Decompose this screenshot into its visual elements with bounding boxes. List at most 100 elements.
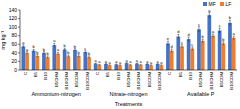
legend-label: MF: [209, 1, 216, 7]
significance-letter: b: [67, 50, 70, 55]
error-bar: [57, 52, 59, 55]
group-label: Available P: [187, 91, 215, 97]
significance-letter: b: [64, 43, 67, 48]
bar: [36, 56, 40, 70]
significance-letter: c: [181, 40, 183, 45]
significance-letter: a: [233, 31, 236, 36]
significance-letter: a: [208, 8, 211, 13]
significance-letter: a: [53, 38, 56, 43]
significance-letter: c: [198, 22, 200, 27]
significance-letter: a: [212, 29, 215, 34]
error-bar: [171, 49, 173, 52]
x-tick-label: B10: [43, 71, 48, 79]
significance-letter: a: [105, 59, 108, 64]
significance-letter: a: [57, 47, 60, 52]
error-bar: [74, 49, 76, 52]
bar: [94, 64, 98, 70]
bar: [87, 57, 91, 70]
significance-letter: a: [129, 59, 132, 64]
legend-swatch: [220, 2, 224, 6]
significance-letter: a: [109, 60, 112, 65]
bar: [211, 36, 215, 70]
significance-letter: a: [150, 60, 153, 65]
error-bar: [88, 56, 90, 59]
y-tick-label: 20: [11, 58, 17, 64]
y-tick-label: 40: [11, 50, 17, 56]
bar: [104, 64, 108, 70]
group-label: Nitrate-nitrogen: [110, 91, 148, 97]
significance-letter: b: [202, 34, 205, 39]
bar: [52, 45, 56, 70]
bar: [139, 65, 143, 70]
error-bar: [26, 52, 28, 55]
x-tick-label: B10CHM: [136, 72, 141, 90]
bar: [176, 37, 180, 70]
bar: [125, 63, 129, 70]
significance-letter: d: [188, 32, 190, 37]
significance-letter: e: [167, 36, 170, 41]
error-bar: [22, 45, 24, 48]
significance-letter: b: [33, 44, 36, 49]
bar: [98, 65, 102, 70]
bar: [108, 65, 112, 70]
bar: [160, 65, 164, 70]
x-tick-label: B5: [178, 71, 183, 77]
significance-letter: a: [140, 59, 143, 64]
significance-letter: b: [36, 50, 39, 55]
bar: [46, 57, 50, 70]
x-axis-title: Treatments: [115, 101, 143, 107]
bar: [67, 56, 71, 70]
bar: [83, 52, 87, 70]
bar: [191, 49, 195, 70]
x-tick-label: C: [95, 72, 100, 75]
x-tick-label: B5COM: [147, 72, 152, 88]
bar: [21, 46, 25, 70]
significance-letter: b: [88, 51, 91, 56]
x-tick-label: B10COM: [157, 72, 162, 90]
y-tick-label: 60: [11, 41, 17, 47]
error-bar: [181, 45, 183, 48]
significance-letter: a: [98, 59, 101, 64]
error-bar: [233, 36, 235, 39]
error-bar: [36, 55, 38, 58]
bar: [129, 65, 133, 70]
significance-letter: b: [78, 50, 81, 55]
bar: [228, 23, 232, 70]
y-tick-label: 120: [9, 15, 18, 21]
significance-letter: d: [171, 44, 173, 49]
y-tick-label: 140: [9, 7, 18, 13]
x-tick-label: B5COM: [74, 72, 79, 88]
bar: [222, 43, 226, 70]
bar: [63, 49, 67, 70]
error-bar: [222, 42, 224, 45]
significance-letter: b: [229, 15, 232, 20]
x-tick-label: B10CHM: [64, 72, 69, 90]
error-bar: [202, 39, 204, 42]
error-bar: [188, 37, 190, 41]
x-tick-label: B10COM: [85, 72, 90, 90]
error-bar: [191, 47, 193, 50]
error-bar: [198, 27, 200, 32]
bar: [114, 64, 118, 70]
x-tick-label: B10COM: [229, 72, 234, 90]
significance-letter: a: [136, 58, 139, 63]
significance-letter: a: [126, 58, 129, 63]
significance-letter: a: [146, 59, 149, 64]
x-tick-label: B5CHM: [198, 72, 203, 87]
error-bar: [212, 34, 214, 37]
significance-letter: b: [43, 47, 46, 52]
error-bar: [229, 20, 231, 25]
error-bar: [67, 55, 69, 58]
x-tick-label: B5CHM: [126, 72, 131, 87]
bar: [180, 46, 184, 70]
significance-letter: d: [177, 29, 179, 34]
x-tick-label: B5: [33, 71, 38, 77]
error-bar: [177, 34, 179, 38]
significance-letter: a: [95, 58, 98, 63]
error-bar: [64, 48, 66, 51]
x-tick-label: B10CHM: [209, 72, 214, 90]
bar: [32, 51, 36, 70]
x-tick-label: B5CHM: [54, 72, 59, 87]
significance-letter: a: [115, 59, 118, 64]
error-bar: [53, 43, 55, 46]
